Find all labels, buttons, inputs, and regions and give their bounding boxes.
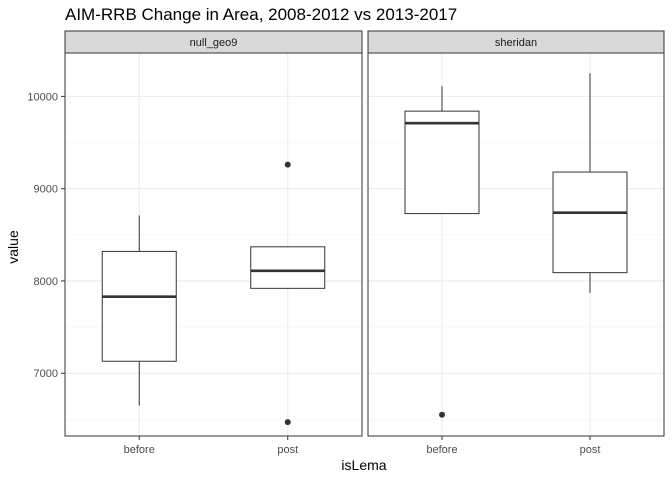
x-tick-label: before [124,444,155,456]
y-tick-label: 7000 [34,368,58,380]
box-body [250,246,326,289]
y-tick-label: 9000 [34,184,58,196]
x-tick-label: before [426,444,457,456]
panel-background [65,53,362,436]
facet-panel-sheridan: sheridan before post [367,30,665,456]
box-sheridan-post [552,73,628,293]
facet-strip-label: null_geo9 [190,37,238,49]
box-sheridan-before [404,86,480,418]
x-axis-title: isLema [341,457,386,473]
box-null_geo9-before [101,215,177,406]
box-body [552,171,628,274]
x-tick-label: post [580,444,601,456]
facet-strip [367,30,665,54]
outlier-point [439,411,445,418]
facet-strip-label: sheridan [495,37,537,49]
box-body [101,250,177,362]
y-tick-label: 8000 [34,276,58,288]
y-axis-title: value [5,230,21,264]
box-body [404,110,480,215]
box-null_geo9-post [250,161,326,426]
facet-strip [64,30,363,54]
x-tick-label: post [277,444,298,456]
outlier-point [284,419,291,426]
chart-title: AIM-RRB Change in Area, 2008-2012 vs 201… [65,5,457,24]
y-tick-label: 10000 [27,91,58,103]
outlier-point [284,161,291,168]
